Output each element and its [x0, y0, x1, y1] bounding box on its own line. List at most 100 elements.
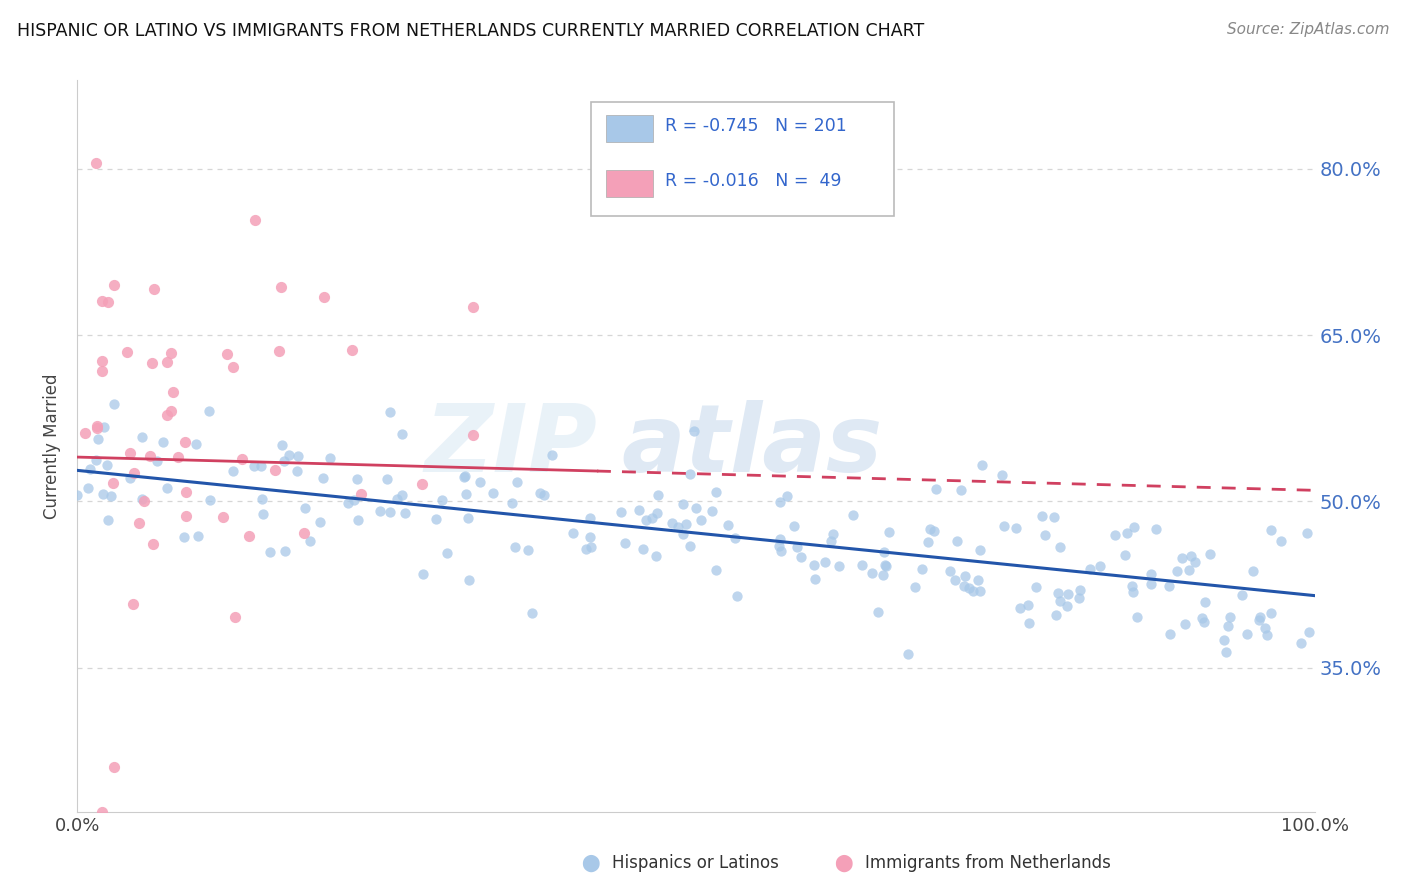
Point	[993, 519, 1015, 533]
Point	[790, 549, 813, 564]
Point	[91, 805, 114, 819]
Point	[969, 543, 991, 558]
Point	[644, 549, 666, 563]
Point	[1088, 558, 1111, 573]
Point	[387, 492, 409, 507]
Point	[939, 564, 962, 578]
Point	[804, 572, 827, 586]
Point	[1018, 616, 1040, 631]
Point	[685, 500, 707, 515]
Point	[96, 458, 118, 472]
Point	[87, 432, 110, 446]
Point	[1056, 599, 1078, 613]
Point	[1171, 551, 1194, 566]
Point	[1260, 523, 1282, 537]
Point	[1114, 548, 1136, 562]
Text: Immigrants from Netherlands: Immigrants from Netherlands	[865, 855, 1111, 872]
Point	[1159, 627, 1181, 641]
Point	[270, 438, 292, 452]
Point	[541, 448, 564, 462]
Point	[717, 518, 740, 533]
Point	[1049, 541, 1071, 555]
Point	[1078, 562, 1101, 576]
Point	[628, 503, 651, 517]
Point	[562, 526, 585, 541]
FancyBboxPatch shape	[606, 115, 652, 143]
Point	[120, 446, 142, 460]
Point	[91, 364, 114, 378]
Point	[259, 545, 281, 559]
Point	[146, 454, 169, 468]
Point	[143, 282, 166, 296]
Point	[166, 450, 188, 465]
Point	[97, 294, 120, 309]
Point	[578, 510, 600, 524]
Point	[506, 475, 529, 490]
Point	[1140, 577, 1163, 591]
Point	[142, 537, 165, 551]
Point	[131, 492, 153, 507]
Point	[1247, 613, 1270, 627]
Point	[683, 424, 706, 438]
Point	[517, 542, 540, 557]
Point	[312, 470, 335, 484]
Point	[1241, 564, 1264, 578]
Point	[173, 530, 195, 544]
Point	[661, 516, 683, 530]
Point	[1123, 520, 1146, 534]
Point	[1215, 645, 1237, 659]
Point	[1191, 611, 1213, 625]
Point	[1254, 621, 1277, 635]
Point	[215, 347, 238, 361]
Point	[461, 428, 484, 442]
Point	[103, 278, 125, 293]
Text: ⬤: ⬤	[581, 855, 600, 872]
Text: Source: ZipAtlas.com: Source: ZipAtlas.com	[1226, 22, 1389, 37]
Point	[579, 530, 602, 544]
Point	[436, 546, 458, 560]
Point	[925, 482, 948, 496]
Point	[411, 477, 433, 491]
Point	[1177, 563, 1199, 577]
Point	[162, 385, 184, 400]
Point	[610, 505, 633, 519]
Point	[86, 421, 108, 435]
Point	[198, 492, 221, 507]
Point	[394, 506, 416, 520]
Point	[872, 567, 894, 582]
Point	[187, 528, 209, 542]
Point	[842, 508, 865, 523]
Point	[174, 434, 197, 449]
Text: R = -0.016   N =  49: R = -0.016 N = 49	[665, 172, 842, 190]
Point	[128, 516, 150, 530]
Point	[672, 527, 695, 541]
Point	[1049, 594, 1071, 608]
Point	[1194, 595, 1216, 609]
Point	[252, 508, 274, 522]
Point	[184, 437, 207, 451]
Point	[349, 487, 371, 501]
Point	[287, 449, 309, 463]
Text: atlas: atlas	[621, 400, 883, 492]
Point	[79, 462, 101, 476]
Point	[1298, 624, 1320, 639]
Point	[91, 877, 114, 891]
Point	[689, 513, 711, 527]
Point	[103, 396, 125, 410]
Point	[425, 511, 447, 525]
Point	[141, 356, 163, 370]
Point	[298, 533, 321, 548]
Point	[1025, 580, 1047, 594]
Point	[238, 529, 260, 543]
Point	[375, 472, 398, 486]
Point	[786, 540, 808, 554]
Point	[263, 462, 285, 476]
Point	[91, 353, 114, 368]
Point	[212, 510, 235, 524]
Point	[917, 535, 939, 549]
Point	[769, 544, 792, 558]
Point	[969, 584, 991, 599]
Point	[820, 533, 842, 548]
Point	[1192, 615, 1215, 629]
Point	[823, 527, 845, 541]
